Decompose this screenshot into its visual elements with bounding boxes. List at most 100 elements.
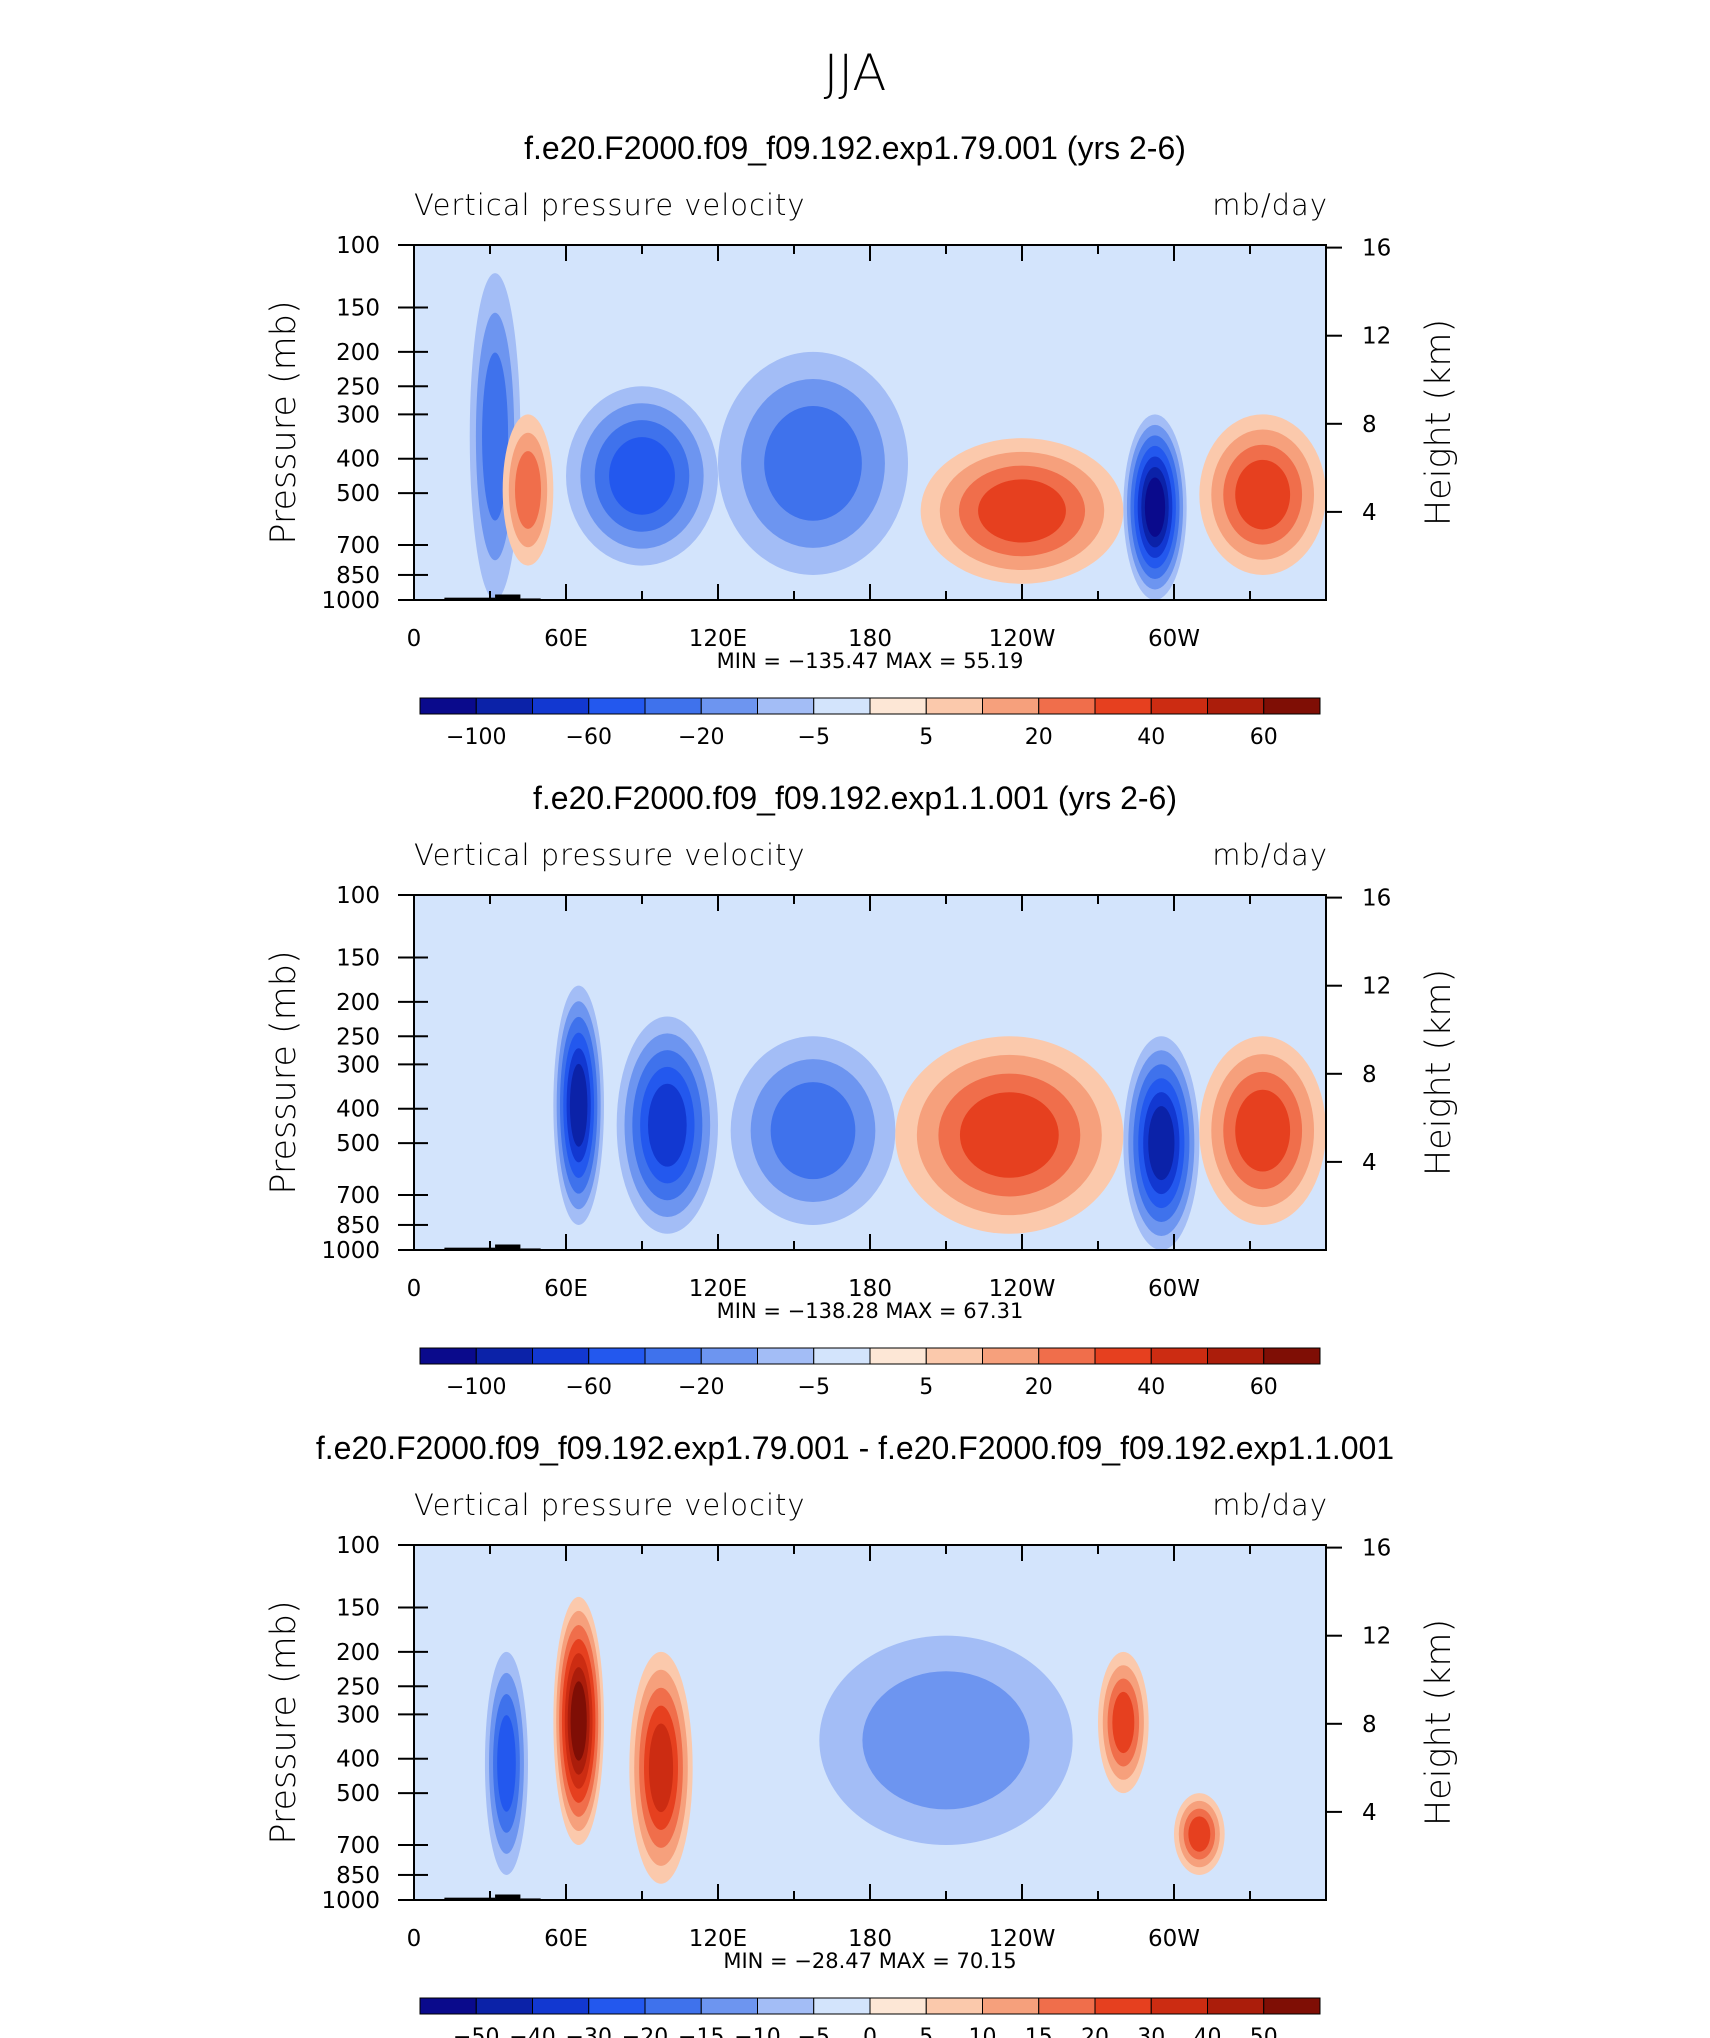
variable-name: Vertical pressure velocity [414,1488,806,1522]
y2-tick-label: 8 [1362,412,1377,438]
y-tick-label: 500 [336,1131,380,1157]
colorbar-label: 30 [1137,2025,1165,2038]
topography [495,594,521,600]
x-tick-label: 60E [544,626,588,652]
colorbar-swatch [813,1347,871,1365]
colorbar-label: −20 [678,1375,724,1400]
y2-tick-label: 4 [1362,1800,1377,1826]
colorbar-swatch [1207,1347,1265,1365]
x-tick-label: 0 [407,1926,422,1952]
x-tick-label: 0 [407,1276,422,1302]
colorbar-label: −30 [566,2025,612,2038]
colorbar-swatch [1038,697,1096,715]
colorbar-swatch [1094,1347,1152,1365]
topography [444,597,496,600]
contour-region [482,352,509,521]
topography [444,1247,496,1250]
contour-region [1148,1106,1175,1181]
colorbar-swatch [419,1997,477,2015]
x-tick-label: 60W [1148,626,1200,652]
colorbar-swatch [813,1997,871,2015]
y-tick-label: 850 [336,1863,380,1889]
y-tick-label: 200 [336,340,380,366]
x-tick-label: 180 [848,1926,892,1952]
contour-region [770,1082,856,1180]
colorbar-swatch [1207,697,1265,715]
colorbar-swatch [532,1347,590,1365]
colorbar-label: 20 [1025,1375,1053,1400]
colorbar-swatch [982,697,1040,715]
contour-region [1112,1691,1135,1754]
colorbar-label: 50 [1250,2025,1278,2038]
y-tick-label: 700 [336,1833,380,1859]
y-tick-label: 700 [336,1183,380,1209]
colorbar-label: 0 [863,2025,877,2038]
units-label: mb/day [1212,188,1328,222]
colorbar-swatch [588,1347,646,1365]
colorbar-swatch [1094,697,1152,715]
y2-axis-title: Height (km) [1419,969,1459,1176]
colorbar-label: −5 [798,725,830,750]
colorbar-label: 15 [1025,2025,1053,2038]
colorbar-label: 5 [919,725,933,750]
colorbar-label: 20 [1025,725,1053,750]
panel-title: f.e20.F2000.f09_f09.192.exp1.1.001 (yrs … [533,780,1177,816]
colorbar-swatch [700,1347,758,1365]
contour-region [514,451,542,529]
y-tick-label: 150 [336,1596,380,1622]
colorbar-label: −20 [622,2025,668,2038]
x-tick-label: 120W [989,1276,1056,1302]
x-tick-label: 60W [1148,1926,1200,1952]
y-tick-label: 250 [336,374,380,400]
minmax-text: MIN = −28.47 MAX = 70.15 [723,1949,1016,1973]
colorbar-swatch [1150,697,1208,715]
x-tick-label: 180 [848,626,892,652]
y-tick-label: 100 [336,1533,380,1559]
units-label: mb/day [1212,838,1328,872]
y-tick-label: 1000 [321,1238,380,1264]
panel-title: f.e20.F2000.f09_f09.192.exp1.79.001 (yrs… [524,130,1186,166]
y-tick-label: 250 [336,1674,380,1700]
contour-region [1235,1089,1291,1172]
colorbar-swatch [475,1997,533,2015]
y-axis-title: Pressure (mb) [264,300,304,544]
variable-name: Vertical pressure velocity [414,838,806,872]
y2-tick-label: 12 [1362,974,1391,1000]
colorbar-label: 10 [969,2025,997,2038]
colorbar-swatch [925,1997,983,2015]
colorbar-label: 20 [1081,2025,1109,2038]
x-tick-label: 0 [407,626,422,652]
minmax-text: MIN = −135.47 MAX = 55.19 [717,649,1024,673]
y-tick-label: 400 [336,1747,380,1773]
y-tick-label: 300 [336,1052,380,1078]
colorbar-swatch [1207,1997,1265,2015]
colorbar-label: −100 [446,1375,506,1400]
y-tick-label: 400 [336,1097,380,1123]
y2-tick-label: 16 [1362,886,1391,912]
colorbar-swatch [644,1997,702,2015]
colorbar-swatch [475,697,533,715]
y-axis-title: Pressure (mb) [264,950,304,1194]
contour-region [648,1723,674,1813]
colorbar-label: 5 [919,2025,933,2038]
y2-tick-label: 12 [1362,324,1391,350]
colorbar-swatch [532,697,590,715]
y-tick-label: 300 [336,402,380,428]
colorbar-label: 40 [1137,1375,1165,1400]
contour-plot: 0 60E 120E 180 120W 60W1001502002503004005007… [264,1533,1459,2038]
colorbar-label: 40 [1194,2025,1222,2038]
colorbar-label: −40 [509,2025,555,2038]
colorbar-label: −10 [734,2025,780,2038]
contour-region [647,1083,687,1167]
x-tick-label: 120E [689,626,747,652]
colorbar-swatch [588,1997,646,2015]
contour-region [1235,459,1291,530]
topography [444,1897,496,1900]
contour-region [570,1681,587,1761]
y-tick-label: 100 [336,233,380,259]
colorbar-label: 60 [1250,725,1278,750]
colorbar-swatch [1263,697,1321,715]
y-tick-label: 200 [336,1640,380,1666]
y-tick-label: 400 [336,447,380,473]
y-tick-label: 700 [336,533,380,559]
